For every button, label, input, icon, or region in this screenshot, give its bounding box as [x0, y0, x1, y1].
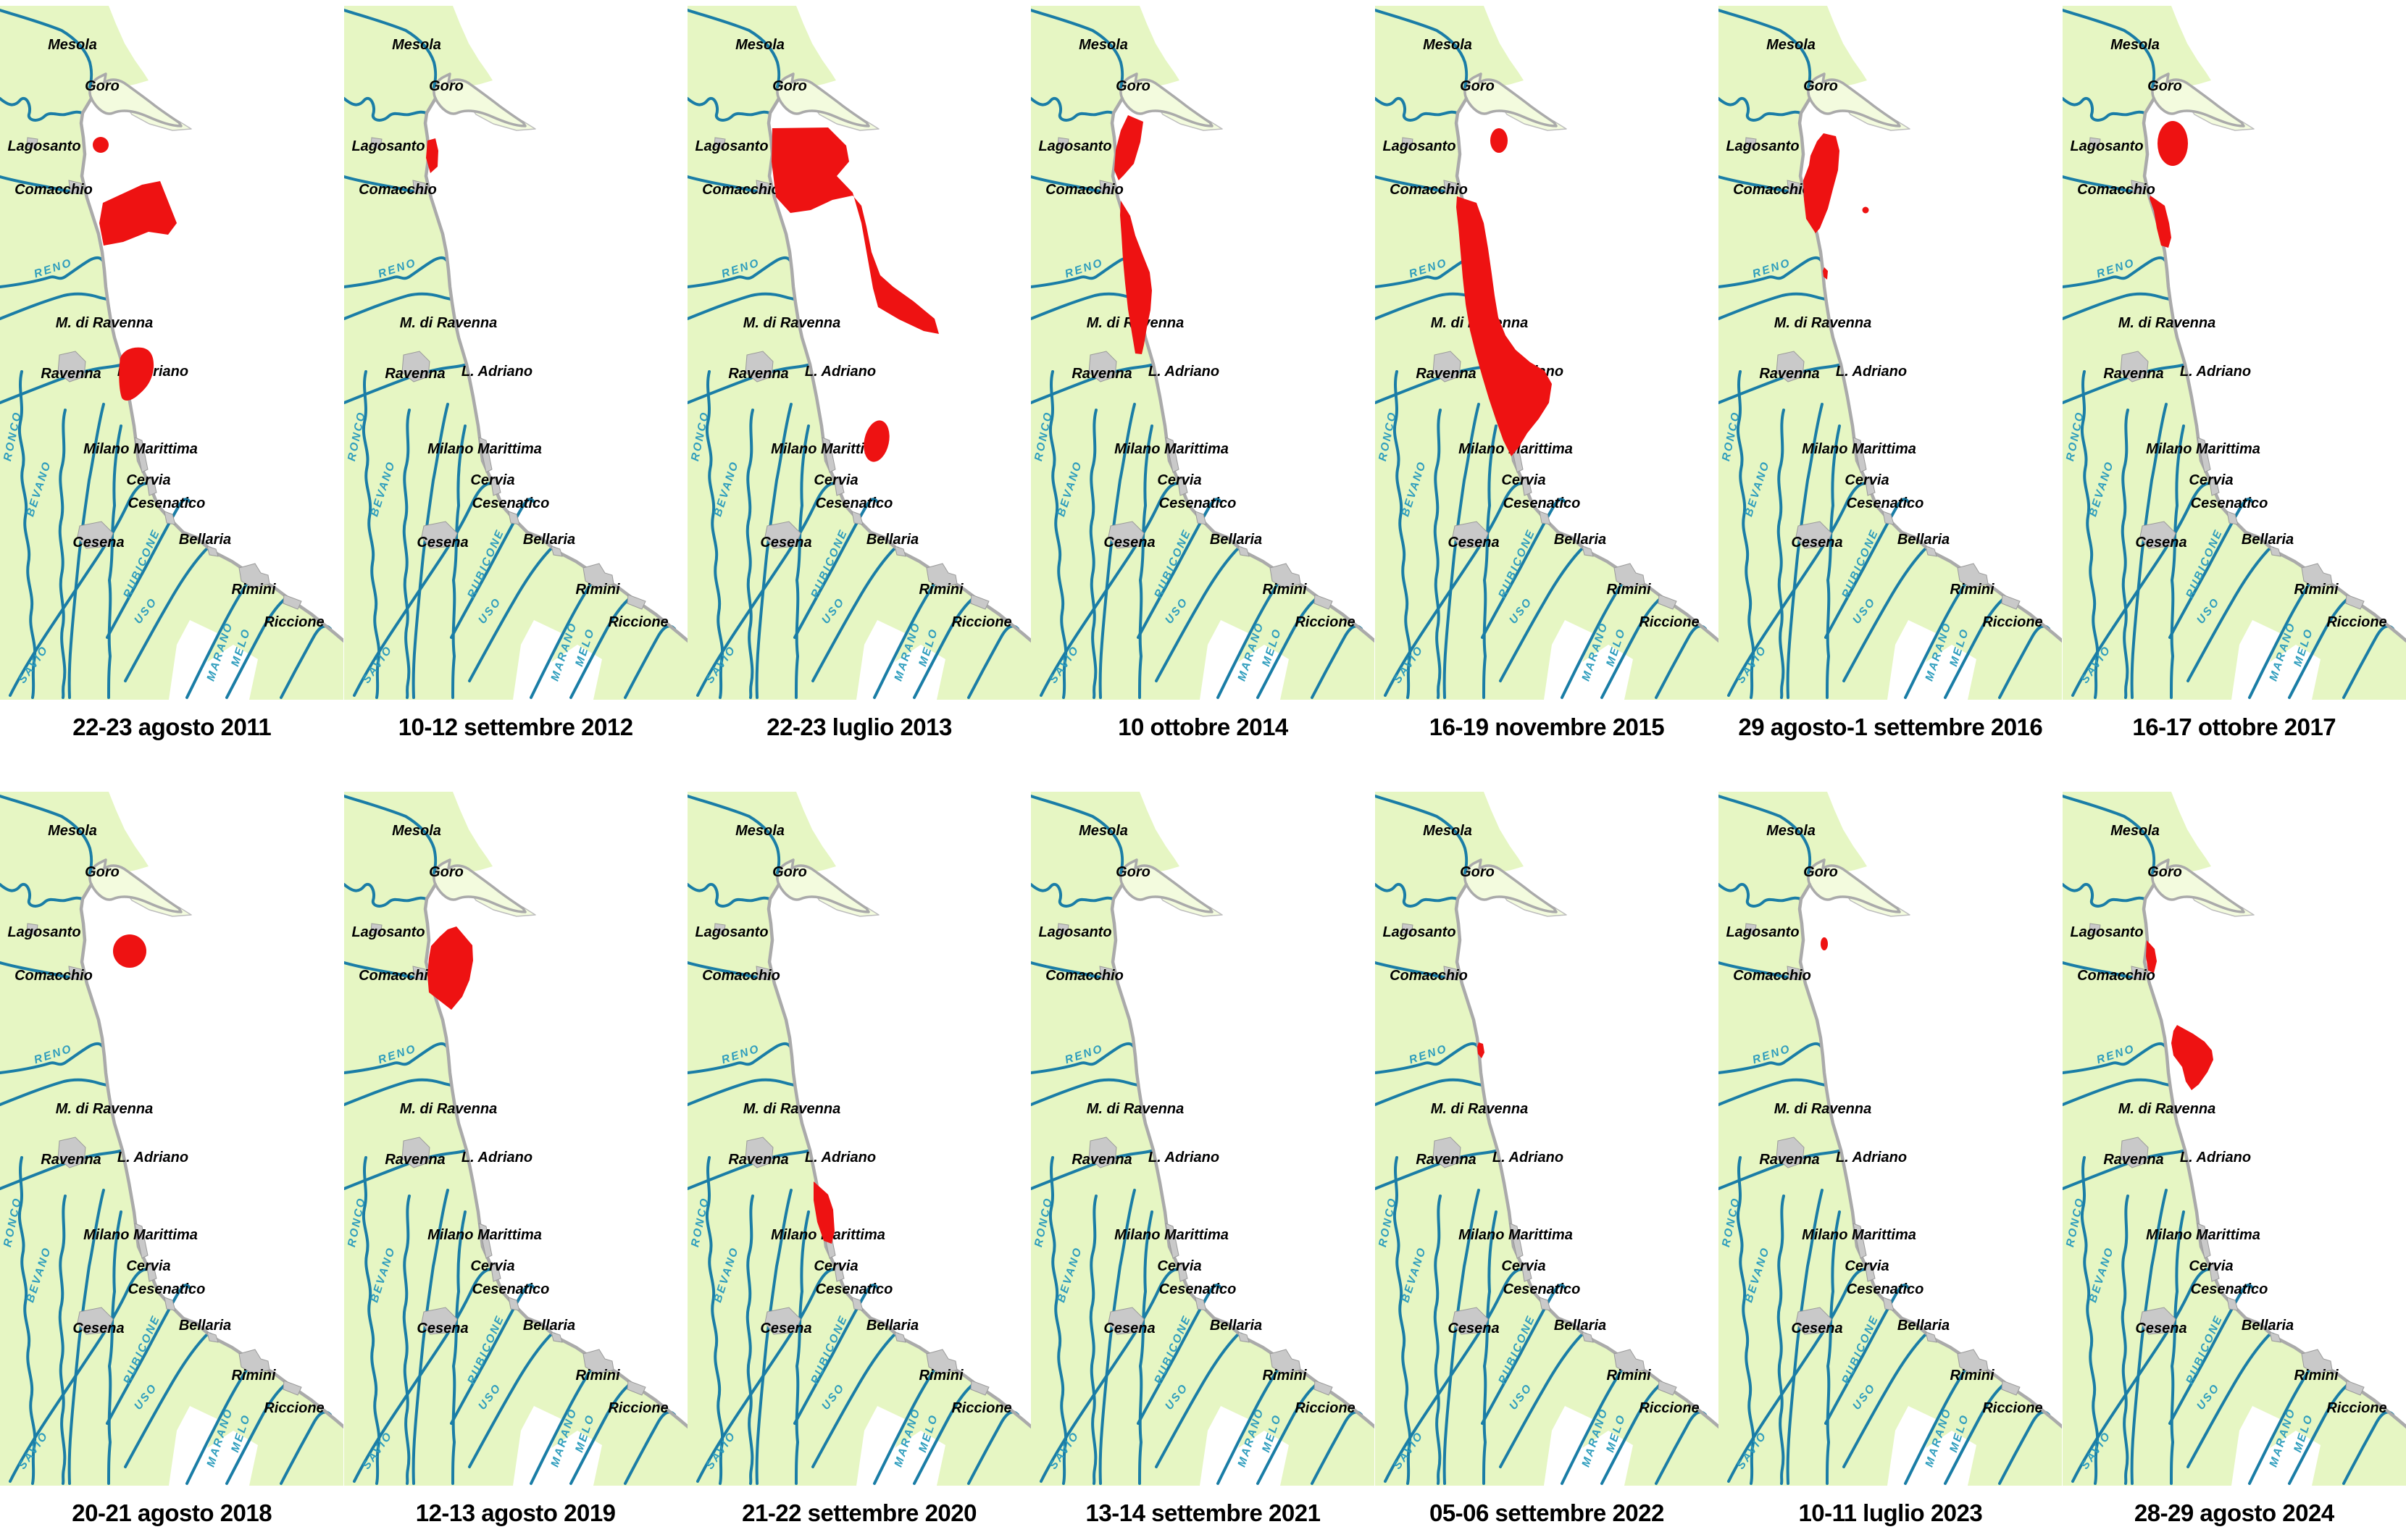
- bloom-patch: [1476, 1042, 1484, 1058]
- map-caption: 10-12 settembre 2012: [398, 713, 633, 740]
- bloom-patch: [99, 181, 177, 246]
- map-panel-2020: 21-22 settembre 2020: [688, 770, 1031, 1540]
- base-map-instance: [2063, 6, 2406, 700]
- bloom-patch: [1490, 128, 1508, 153]
- map-2013: [688, 6, 1031, 712]
- map-panel-2018: 20-21 agosto 2018: [0, 770, 343, 1540]
- map-caption: 10-11 luglio 2023: [1798, 1499, 1983, 1526]
- map-caption: 16-19 novembre 2015: [1429, 713, 1665, 740]
- bloom-patch: [427, 926, 473, 1010]
- base-map-instance: [1375, 792, 1718, 1486]
- bloom-patch: [1455, 196, 1552, 456]
- map-caption: 12-13 agosto 2019: [415, 1499, 616, 1526]
- map-caption: 20-21 agosto 2018: [72, 1499, 272, 1526]
- map-2018: [0, 792, 343, 1498]
- bloom-patch: [1114, 115, 1144, 180]
- base-map-instance: [344, 6, 688, 700]
- map-caption: 10 ottobre 2014: [1118, 713, 1288, 740]
- map-panel-2011: 22-23 agosto 2011: [0, 0, 343, 770]
- base-map-instance: [0, 6, 343, 700]
- map-2017: [2063, 6, 2406, 712]
- map-2014: [1031, 6, 1374, 712]
- map-caption: 29 agosto-1 settembre 2016: [1738, 713, 2043, 740]
- map-2019: [344, 792, 688, 1498]
- base-map-instance: [1718, 6, 2062, 700]
- bloom-patch: [1862, 206, 1869, 214]
- map-panel-2014: 10 ottobre 2014: [1031, 0, 1374, 770]
- map-2015: [1375, 6, 1718, 712]
- map-panel-2017: 16-17 ottobre 2017: [2063, 0, 2406, 770]
- bloom-patch: [1803, 133, 1840, 233]
- map-panel-2019: 12-13 agosto 2019: [343, 770, 687, 1540]
- map-caption: 22-23 agosto 2011: [72, 713, 272, 740]
- bloom-patch: [772, 127, 940, 334]
- bloom-patch: [1823, 267, 1829, 280]
- base-map-instance: [0, 792, 343, 1486]
- base-map-instance: [344, 792, 688, 1486]
- bloom-patch: [119, 347, 154, 401]
- map-panel-2024: 28-29 agosto 2024: [2063, 770, 2406, 1540]
- bloom-patch: [2149, 196, 2171, 248]
- base-map-instance: [1718, 792, 2062, 1486]
- bloom-patch: [1120, 201, 1153, 354]
- map-caption: 28-29 agosto 2024: [2134, 1499, 2334, 1526]
- map-2016: [1718, 6, 2062, 712]
- map-caption: 22-23 luglio 2013: [767, 713, 952, 740]
- map-2021: [1031, 792, 1374, 1498]
- map-panel-2016: 29 agosto-1 settembre 2016: [1718, 0, 2062, 770]
- map-panel-2013: 22-23 luglio 2013: [688, 0, 1031, 770]
- bloom-patch: [93, 137, 109, 153]
- bloom-patch: [1821, 937, 1829, 950]
- bloom-patch: [2171, 1025, 2213, 1090]
- map-2024: [2063, 792, 2406, 1498]
- bloom-patch: [864, 420, 890, 462]
- base-map-instance: [688, 792, 1031, 1486]
- base-map-instance: [2063, 792, 2406, 1486]
- map-caption: 16-17 ottobre 2017: [2132, 713, 2336, 740]
- map-panel-2023: 10-11 luglio 2023: [1718, 770, 2062, 1540]
- base-map-instance: [688, 6, 1031, 700]
- bloom-patch: [814, 1181, 835, 1244]
- map-2012: [344, 6, 688, 712]
- map-panel-2015: 16-19 novembre 2015: [1375, 0, 1718, 770]
- map-panel-2022: 05-06 settembre 2022: [1375, 770, 1718, 1540]
- bloom-patch: [2145, 940, 2157, 973]
- bloom-patch: [113, 934, 147, 968]
- map-2022: [1375, 792, 1718, 1498]
- map-2020: [688, 792, 1031, 1498]
- map-caption: 13-14 settembre 2021: [1085, 1499, 1321, 1526]
- map-panel-2021: 13-14 settembre 2021: [1031, 770, 1374, 1540]
- base-map-instance: [1031, 6, 1374, 700]
- map-caption: 21-22 settembre 2020: [742, 1499, 977, 1526]
- map-panel-2012: 10-12 settembre 2012: [343, 0, 687, 770]
- map-2023: [1718, 792, 2062, 1498]
- map-2011: [0, 6, 343, 712]
- map-caption: 05-06 settembre 2022: [1429, 1499, 1664, 1526]
- base-map-instance: [1031, 792, 1374, 1486]
- bloom-patch: [425, 138, 438, 173]
- base-map-instance: [1375, 6, 1718, 700]
- bloom-patch: [2157, 121, 2188, 166]
